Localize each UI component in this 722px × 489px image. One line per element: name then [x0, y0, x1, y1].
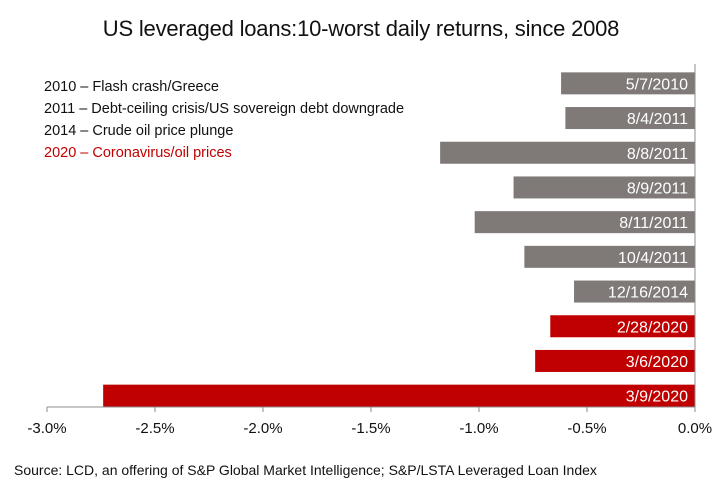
- bar-8-8-2011: [440, 141, 695, 164]
- event-legend: 2010 – Flash crash/Greece 2011 – Debt-ce…: [44, 76, 404, 164]
- x-tick-label: -1.5%: [351, 420, 390, 437]
- legend-item-2010: 2010 – Flash crash/Greece: [44, 79, 219, 95]
- bar-label: 3/9/2020: [626, 389, 688, 406]
- bar-label: 2/28/2020: [617, 319, 688, 336]
- bar-8-4-2011: [565, 107, 695, 130]
- bar-3-6-2020: [535, 349, 695, 372]
- x-tick-label: -2.0%: [243, 420, 282, 437]
- bar-5-7-2010: [561, 72, 695, 95]
- bar-label: 10/4/2011: [618, 250, 688, 267]
- bar-2-28-2020: [550, 315, 695, 338]
- x-tick-label: -1.0%: [459, 420, 498, 437]
- x-tick-label: -3.0%: [27, 420, 66, 437]
- bar-label: 12/16/2014: [608, 285, 688, 302]
- bar-label: 8/4/2011: [627, 111, 688, 128]
- bar-3-9-2020: [103, 384, 695, 407]
- bar-12-16-2014: [574, 280, 695, 303]
- source-note: Source: LCD, an offering of S&P Global M…: [14, 462, 597, 478]
- x-tick-label: -0.5%: [567, 420, 606, 437]
- legend-item-2014: 2014 – Crude oil price plunge: [44, 123, 234, 139]
- bar-label: 5/7/2010: [626, 76, 688, 93]
- x-tick-label: 0.0%: [678, 420, 712, 437]
- x-tick-label: -2.5%: [135, 420, 174, 437]
- chart-title: US leveraged loans:10-worst daily return…: [102, 16, 620, 41]
- bar-10-4-2011: [524, 245, 695, 268]
- legend-item-2011: 2011 – Debt-ceiling crisis/US sovereign …: [44, 101, 405, 117]
- bar-label: 8/9/2011: [627, 180, 688, 197]
- bar-label: 3/6/2020: [626, 354, 688, 371]
- bar-label: 8/11/2011: [619, 215, 688, 232]
- bar-8-11-2011: [474, 211, 695, 234]
- legend-item-2020: 2020 – Coronavirus/oil prices: [44, 145, 232, 161]
- bar-label: 8/8/2011: [627, 146, 688, 163]
- bar-8-9-2011: [513, 176, 695, 199]
